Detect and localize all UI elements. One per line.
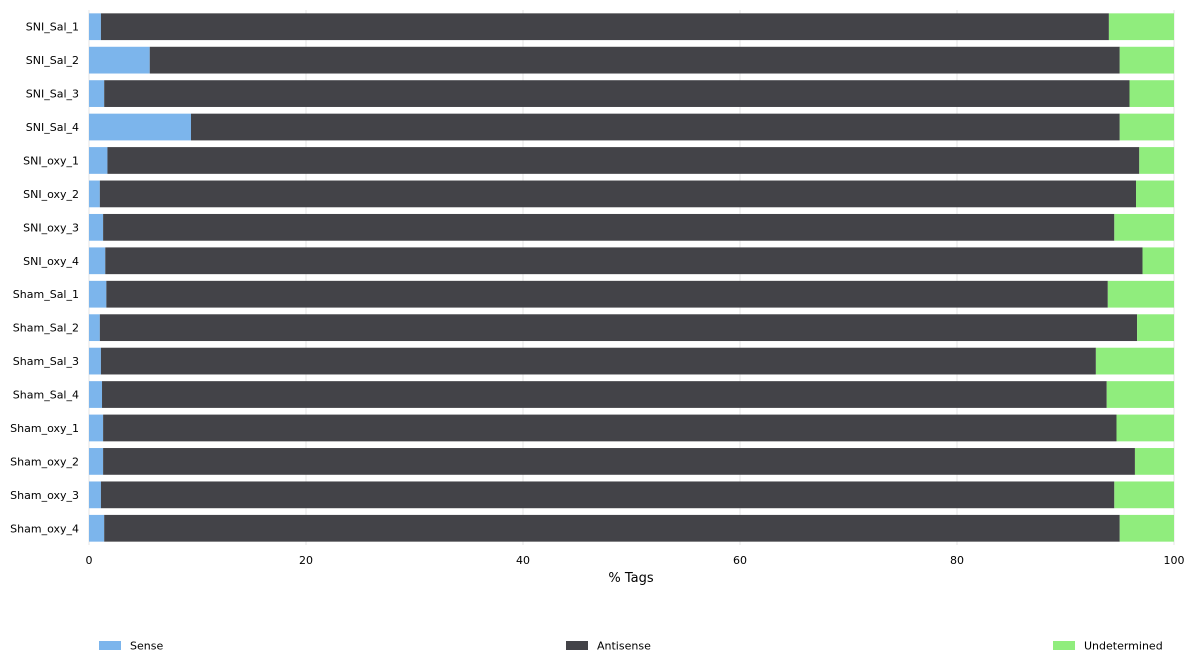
x-tick-label: 20 <box>299 554 313 567</box>
y-tick-label: Sham_Sal_1 <box>13 288 79 301</box>
legend-swatch-antisense <box>566 641 588 650</box>
bar-undetermined-sni_oxy_2 <box>1136 180 1174 208</box>
bar-sense-sham_oxy_4 <box>89 514 105 542</box>
bar-antisense-sni_sal_2 <box>149 46 1120 74</box>
bar-undetermined-sni_sal_2 <box>1119 46 1174 74</box>
legend-label-sense: Sense <box>130 640 163 653</box>
bar-sense-sni_oxy_3 <box>89 213 104 241</box>
x-tick-label: 0 <box>86 554 93 567</box>
bar-undetermined-sni_sal_4 <box>1119 113 1174 141</box>
bar-antisense-sham_sal_1 <box>106 280 1108 308</box>
bar-antisense-sham_oxy_1 <box>103 414 1117 442</box>
bar-sense-sni_oxy_1 <box>89 147 108 174</box>
bar-sense-sham_oxy_2 <box>89 448 104 475</box>
bar-undetermined-sni_oxy_4 <box>1142 247 1174 275</box>
bar-antisense-sni_sal_1 <box>100 13 1109 41</box>
legend-label-antisense: Antisense <box>597 640 651 653</box>
bar-undetermined-sham_oxy_3 <box>1114 481 1174 509</box>
bar-undetermined-sham_sal_1 <box>1107 280 1174 308</box>
y-tick-label: SNI_Sal_1 <box>26 21 79 34</box>
bar-antisense-sham_oxy_2 <box>103 448 1135 475</box>
bars <box>89 13 1174 542</box>
bar-undetermined-sni_oxy_1 <box>1139 147 1174 174</box>
bar-antisense-sni_oxy_2 <box>99 180 1137 208</box>
bar-undetermined-sni_sal_3 <box>1129 80 1174 107</box>
bar-antisense-sni_oxy_4 <box>105 247 1143 275</box>
bar-undetermined-sni_oxy_3 <box>1114 213 1174 241</box>
bar-sense-sni_sal_3 <box>89 80 105 107</box>
bar-antisense-sni_sal_3 <box>104 80 1130 107</box>
bar-sense-sni_sal_1 <box>89 13 101 41</box>
bar-sense-sham_sal_4 <box>89 381 103 408</box>
y-tick-label: SNI_oxy_4 <box>23 255 79 268</box>
x-tick-label: 100 <box>1164 554 1185 567</box>
bar-antisense-sham_sal_3 <box>100 347 1096 375</box>
bar-sense-sni_sal_4 <box>89 113 191 141</box>
y-tick-label: SNI_oxy_3 <box>23 221 79 234</box>
legend: Sense Antisense Undetermined <box>99 640 1163 653</box>
bar-sense-sham_sal_1 <box>89 280 107 308</box>
x-tick-label: 40 <box>516 554 530 567</box>
y-tick-label: Sham_Sal_2 <box>13 322 79 335</box>
bar-antisense-sham_sal_2 <box>99 314 1138 342</box>
bar-undetermined-sham_oxy_2 <box>1134 448 1174 475</box>
y-tick-label: SNI_Sal_3 <box>26 88 79 101</box>
bar-undetermined-sham_sal_2 <box>1137 314 1174 342</box>
legend-swatch-undetermined <box>1053 641 1075 650</box>
bar-sense-sham_sal_3 <box>89 347 101 375</box>
legend-swatch-sense <box>99 641 121 650</box>
y-tick-label: Sham_oxy_4 <box>10 522 79 535</box>
bar-antisense-sni_oxy_3 <box>103 213 1115 241</box>
bar-undetermined-sham_sal_3 <box>1095 347 1174 375</box>
bar-sense-sham_oxy_1 <box>89 414 104 442</box>
y-tick-label: Sham_oxy_2 <box>10 455 79 468</box>
y-tick-label: Sham_oxy_3 <box>10 489 79 502</box>
bar-antisense-sni_oxy_1 <box>107 147 1140 174</box>
y-tick-label: Sham_Sal_4 <box>13 389 79 402</box>
x-tick-label: 60 <box>733 554 747 567</box>
bar-undetermined-sham_oxy_4 <box>1119 514 1174 542</box>
y-axis-labels: SNI_Sal_1 SNI_Sal_2 SNI_Sal_3 SNI_Sal_4 SNI_… <box>10 21 79 536</box>
bar-sense-sham_sal_2 <box>89 314 100 342</box>
bar-antisense-sham_oxy_3 <box>100 481 1115 509</box>
legend-label-undetermined: Undetermined <box>1084 640 1163 653</box>
bar-antisense-sham_oxy_4 <box>104 514 1120 542</box>
y-tick-label: SNI_Sal_2 <box>26 54 79 67</box>
y-tick-label: SNI_Sal_4 <box>26 121 79 134</box>
bar-antisense-sni_sal_4 <box>190 113 1120 141</box>
x-axis-ticks: 0 20 40 60 80 100 <box>86 554 1185 567</box>
bar-sense-sni_oxy_2 <box>89 180 100 208</box>
y-tick-label: SNI_oxy_2 <box>23 188 79 201</box>
bar-sense-sni_oxy_4 <box>89 247 106 275</box>
x-axis-label: % Tags <box>608 571 653 586</box>
bar-undetermined-sni_sal_1 <box>1108 13 1174 41</box>
bar-sense-sni_sal_2 <box>89 46 150 74</box>
y-tick-label: SNI_oxy_1 <box>23 154 79 167</box>
bar-undetermined-sham_sal_4 <box>1106 381 1174 408</box>
y-tick-label: Sham_Sal_3 <box>13 355 79 368</box>
bar-undetermined-sham_oxy_1 <box>1116 414 1174 442</box>
bar-sense-sham_oxy_3 <box>89 481 101 509</box>
bar-antisense-sham_sal_4 <box>102 381 1107 408</box>
y-tick-label: Sham_oxy_1 <box>10 422 79 435</box>
x-tick-label: 80 <box>950 554 964 567</box>
